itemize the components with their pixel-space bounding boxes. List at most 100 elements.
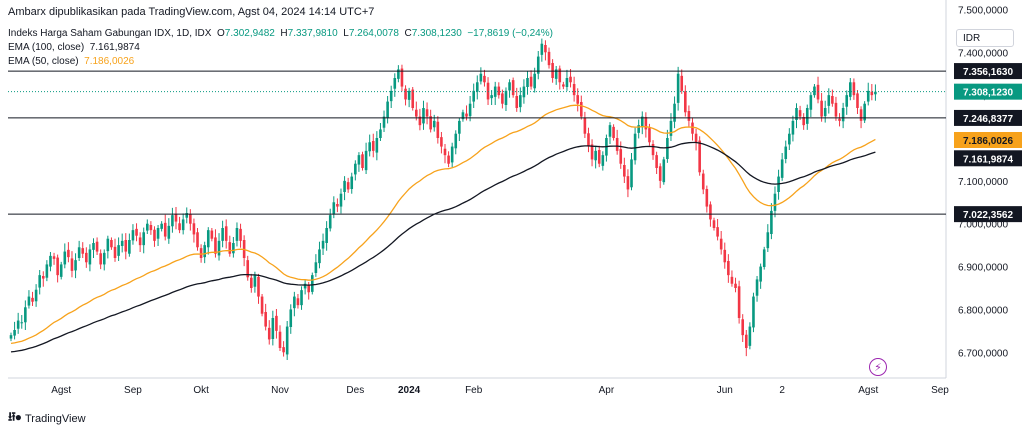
currency-unit-badge[interactable]: IDR [956,29,1014,47]
lightning-icon[interactable]: ⚡ [869,358,887,376]
y-tick-label: 6.700,0000 [958,348,1008,359]
candle-body [709,204,712,220]
candle-body [802,117,805,126]
candle-body [196,232,199,248]
candle-body [411,89,415,108]
y-tick-label: 7.400,0000 [958,48,1008,59]
candle-body [788,133,791,145]
candle-body [67,249,70,258]
candle-body [741,319,745,336]
candle-body [748,326,752,346]
tv-logo-icon: ⭿● [8,410,22,424]
candle-body [852,82,856,96]
legend-ema50-label: EMA (50, close) [8,56,79,67]
candle-body [551,63,554,78]
candle-body [95,241,99,252]
candle-body [310,275,314,292]
candle-body [475,82,479,92]
candle-body [680,75,684,91]
candle-body [368,142,371,152]
candle-body [156,228,160,239]
candle-body [296,298,300,306]
candle-body [120,240,124,246]
candle-body [497,86,501,96]
candle-body [371,141,375,151]
candle-body [734,283,737,288]
candle-body [228,242,232,254]
candle-body [615,138,619,151]
candle-body [354,163,357,175]
candle-body [217,240,221,256]
candle-body [640,116,644,128]
candle-body [737,286,741,318]
candle-body [282,347,285,353]
chart-legend: Indeks Harga Saham Gabungan IDX, 1D, IDX… [8,27,553,69]
candle-body [831,96,834,104]
last-price-box [954,83,1022,100]
candle-body [813,86,816,96]
candle-body [178,223,181,231]
candle-body [343,180,346,192]
candle-body [730,276,734,284]
candle-body [752,296,755,328]
candle-body [755,279,759,296]
candle-body [612,126,615,138]
candle-body [203,245,206,258]
candle-body [493,86,497,97]
candle-body [38,275,41,288]
level-label: 7.356,1630 [963,67,1013,78]
candle-body [780,159,784,178]
candle-body [648,128,651,143]
candle-body [224,226,228,241]
legend-symbol-row[interactable]: Indeks Harga Saham Gabungan IDX, 1D, IDX… [8,27,553,41]
candle-body [135,228,138,236]
level-label-box [954,109,1022,126]
candle-body [357,155,361,165]
candle-body [382,116,386,128]
candle-body [762,249,766,267]
candle-body [594,150,597,161]
candle-body [795,108,798,120]
candle-body [633,133,637,161]
candle-body [465,113,468,117]
candle-body [820,100,823,117]
x-tick-label: Agst [858,385,878,396]
legend-ema100-row[interactable]: EMA (100, close) 7.161,9874 [8,41,553,55]
candle-body [418,116,422,126]
candle-body [587,133,590,147]
candle-body [823,108,827,117]
candle-body [856,93,859,108]
candle-body [163,222,167,237]
candle-body [454,133,458,149]
legend-c-label: C [404,28,412,39]
x-tick-label: Sep [124,385,142,396]
candle-body [128,240,131,254]
candle-body [142,232,146,246]
candle-body [694,133,698,143]
candle-body [443,148,447,156]
candle-body [684,91,687,113]
candle-body [805,108,809,124]
ema50-price-label: 7.186,0026 [963,136,1013,147]
candle-body [676,73,680,103]
legend-o-label: O [217,28,225,39]
candle-body [379,129,382,138]
candle-body [189,214,192,224]
candle-body [52,256,56,259]
candle-body [490,95,493,99]
candle-body [658,166,662,181]
candle-body [149,225,153,231]
legend-symbol: Indeks Harga Saham Gabungan IDX, 1D, IDX [8,28,212,39]
candle-body [88,249,92,265]
legend-ema50-row[interactable]: EMA (50, close) 7.186,0026 [8,55,553,69]
candle-body [117,245,120,256]
candle-body [766,232,770,249]
legend-low: 7.264,0078 [348,28,399,39]
tradingview-logo: ⭿● TradingView [8,408,86,429]
candle-body [346,182,350,190]
candle-body [9,335,13,339]
candle-body [845,95,849,107]
candle-body [289,309,293,327]
candle-body [13,330,16,336]
